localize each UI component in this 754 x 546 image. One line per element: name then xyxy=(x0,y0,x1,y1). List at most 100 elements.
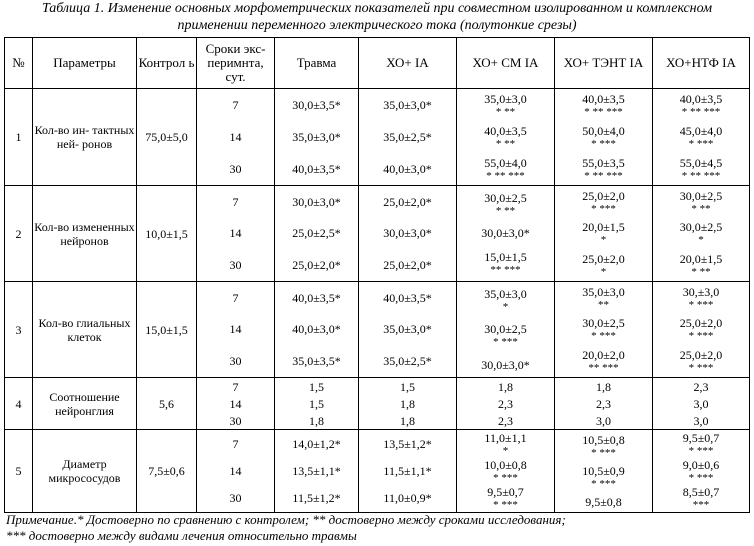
sub-value: 30,0±2,5 * ** xyxy=(653,189,749,215)
value-text: 10,5±0,8 xyxy=(582,432,625,447)
value-text: 30,0±3,5* xyxy=(292,98,341,112)
row-param: Диаметр микрососудов xyxy=(32,429,137,513)
cell-xo-tent: 1,8 2,3 3,0 xyxy=(554,377,653,430)
cell-stack: 35,0±3,0 * ** 40,0±3,5 * ** 55,0±4,0 * ** *** xyxy=(457,89,554,185)
cell-stack: 1,8 2,3 2,3 xyxy=(457,378,554,429)
cell-trauma: 1,5 1,5 1,8 xyxy=(274,377,359,430)
significance-marks: * xyxy=(600,266,607,279)
cell-day: 7 14 30 xyxy=(196,281,275,378)
value-text: 20,0±2,0 xyxy=(582,348,625,363)
value-text: 1,8 xyxy=(400,396,415,411)
value-text: 11,0±1,1 xyxy=(484,430,527,445)
sub-value: 30,0±3,5* xyxy=(275,98,358,112)
sub-value: 25,0±2,0 * *** xyxy=(653,348,749,374)
value-text: 55,0±3,5 xyxy=(582,156,625,170)
cell-xo-cm: 35,0±3,0 * 30,0±2,5 * *** 30,0±3,0* xyxy=(456,281,555,378)
cell-stack: 1,5 1,8 1,8 xyxy=(359,378,456,429)
cell-stack: 13,5±1,2* 11,5±1,1* 11,0±0,9* xyxy=(359,430,456,512)
significance-marks: * *** xyxy=(688,330,714,343)
sub-value: 9,5±0,8 xyxy=(555,495,652,509)
table-body: 1 Кол-во ин- тактных ней- ронов 75,0±5,0 7 1… xyxy=(4,88,750,513)
sub-value: 3,0 xyxy=(653,414,749,428)
value-text: 11,5±1,1* xyxy=(383,463,432,478)
cell-xo-cm: 11,0±1,1 * 10,0±0,8 * *** 9,5±0,7 * *** xyxy=(456,429,555,513)
cell-trauma: 14,0±1,2* 13,5±1,1* 11,5±1,2* xyxy=(274,429,359,513)
value-text: 55,0±4,5 xyxy=(679,156,723,170)
value-text: 14 xyxy=(229,463,242,478)
cell-day: 7 14 30 xyxy=(196,88,275,186)
value-text: 35,0±3,0* xyxy=(383,98,432,112)
significance-marks: *** xyxy=(692,499,710,512)
sub-value: 25,0±2,0 * *** xyxy=(653,316,749,342)
value-text: 30 xyxy=(229,162,242,176)
cell-xo-ia: 40,0±3,5* 35,0±3,0* 35,0±2,5* xyxy=(358,281,457,378)
value-text: 1,8 xyxy=(309,413,324,428)
cell-stack: 7 14 30 xyxy=(197,186,274,281)
value-text: 9,5±0,8 xyxy=(585,495,622,510)
sub-value: 1,8 xyxy=(275,414,358,428)
cell-stack: 2,3 3,0 3,0 xyxy=(653,378,749,429)
value-text: 40,0±3,5 xyxy=(679,92,723,106)
sub-value: 14 xyxy=(197,464,274,478)
value-text: 1,8 xyxy=(498,379,513,394)
cell-stack: 30,0±3,0* 25,0±2,5* 25,0±2,0* xyxy=(275,186,358,281)
value-text: 7 xyxy=(232,290,239,305)
morphometry-table: № Параметры Контрол ь Сроки экс- перимнт… xyxy=(4,37,750,513)
value-text: 30 xyxy=(229,354,242,369)
header-days: Сроки экс- перимнта, сут. xyxy=(196,37,275,89)
cell-trauma: 30,0±3,5* 35,0±3,0* 40,0±3,5* xyxy=(274,88,359,186)
significance-marks: * *** xyxy=(591,138,616,150)
cell-stack: 35,0±3,0 * 30,0±2,5 * *** 30,0±3,0* xyxy=(457,282,554,377)
caption-line-2: применении переменного электрического то… xyxy=(177,18,577,33)
value-text: 9,5±0,7 xyxy=(682,430,720,445)
value-text: 35,0±3,0* xyxy=(383,322,432,337)
value-text: 9,5±0,7 xyxy=(487,485,524,500)
cell-stack: 30,±3,0 * *** 25,0±2,0 * *** 25,0±2,0 * *** xyxy=(653,282,749,377)
value-text: 30,0±3,0* xyxy=(292,194,341,209)
cell-xo-ia: 1,5 1,8 1,8 xyxy=(358,377,457,430)
sub-value: 25,0±2,0* xyxy=(359,258,456,272)
cell-xo-tent: 25,0±2,0 * *** 20,0±1,5 * 25,0±2,0 * xyxy=(554,185,653,282)
sub-value: 35,0±2,5* xyxy=(359,354,456,368)
cell-xo-tent: 10,5±0,8 * *** 10,5±0,9 * *** 9,5±0,8 xyxy=(554,429,653,513)
value-text: 13,5±1,2* xyxy=(383,436,432,451)
sub-value: 40,0±3,0* xyxy=(359,162,456,176)
header-param: Параметры xyxy=(32,37,137,89)
cell-xo-cm: 1,8 2,3 2,3 xyxy=(456,377,555,430)
sub-value: 30 xyxy=(197,162,274,176)
sub-value: 30,0±3,0* xyxy=(457,358,554,372)
significance-marks: ** *** xyxy=(588,362,619,375)
cell-xo-tent: 35,0±3,0 ** 30,0±2,5 * *** 20,0±2,0 ** *** xyxy=(554,281,653,378)
cell-xo-ntf: 40,0±3,5 * ** *** 45,0±4,0 * *** 55,0±4,5 * *… xyxy=(652,88,750,186)
value-text: 25,0±2,0 xyxy=(679,316,723,331)
sub-value: 20,0±1,5 * ** xyxy=(653,252,749,278)
significance-marks: * xyxy=(600,234,607,247)
significance-marks: * *** xyxy=(493,499,518,512)
sub-value: 30,0±2,5 * ** xyxy=(457,191,554,217)
table-row: 2 Кол-во измененных нейронов 10,0±1,5 7 14 30… xyxy=(4,185,750,282)
value-text: 35,0±3,0* xyxy=(292,130,341,144)
cell-stack: 9,5±0,7 * *** 9,0±0,6 * *** 8,5±0,7 *** xyxy=(653,430,749,512)
sub-value: 45,0±4,0 * *** xyxy=(653,124,749,150)
value-text: 55,0±4,0 xyxy=(484,156,527,170)
value-text: 25,0±2,0* xyxy=(383,258,432,273)
sub-value: 35,0±3,0* xyxy=(359,98,456,112)
sub-value: 9,0±0,6 * *** xyxy=(653,458,749,484)
cell-stack: 14,0±1,2* 13,5±1,1* 11,5±1,2* xyxy=(275,430,358,512)
sub-value: 1,5 xyxy=(275,397,358,411)
significance-marks: * ** *** xyxy=(584,170,623,182)
cell-stack: 40,0±3,5 * ** *** 45,0±4,0 * *** 55,0±4,5 * *… xyxy=(653,89,749,185)
sub-value: 40,0±3,5 * ** xyxy=(457,124,554,150)
value-text: 35,0±3,0 xyxy=(582,284,625,299)
significance-marks: * *** xyxy=(688,471,714,484)
cell-stack: 10,5±0,8 * *** 10,5±0,9 * *** 9,5±0,8 xyxy=(555,430,652,512)
sub-value: 25,0±2,0* xyxy=(555,252,652,278)
significance-marks: * ** *** xyxy=(681,106,721,118)
value-text: 20,0±1,5 xyxy=(679,252,723,267)
value-text: 30,0±2,5 xyxy=(582,316,625,331)
cell-stack: 7 14 30 xyxy=(197,378,274,429)
row-param: Соотношение нейронглия xyxy=(32,377,137,430)
sub-value: 40,0±3,5* xyxy=(275,162,358,176)
cell-stack: 1,8 2,3 3,0 xyxy=(555,378,652,429)
sub-value: 20,0±1,5 * xyxy=(555,220,652,246)
